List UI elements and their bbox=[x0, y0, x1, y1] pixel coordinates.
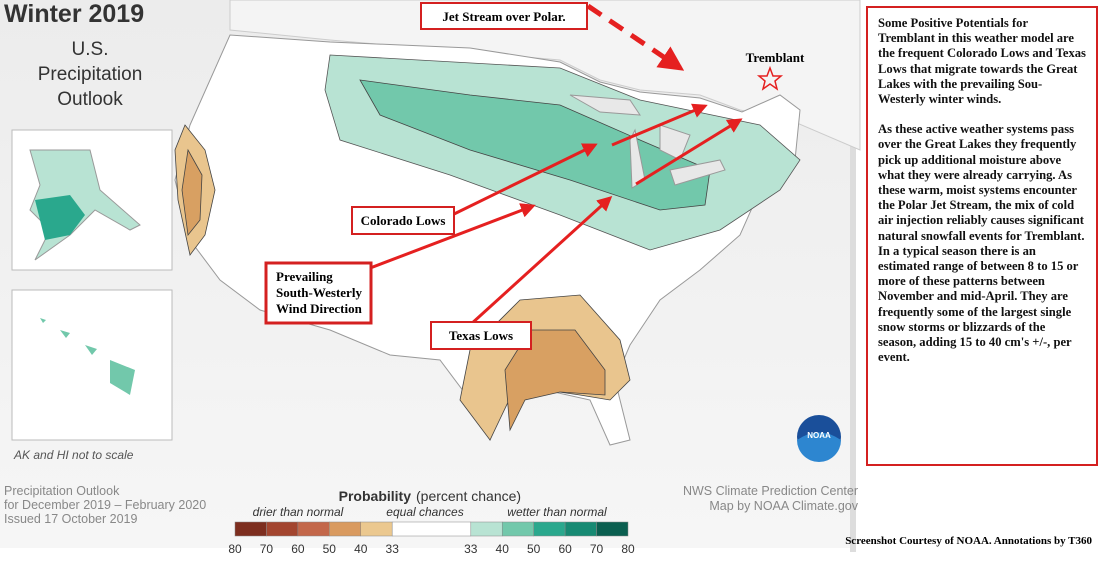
footer-left: for December 2019 – February 2020 bbox=[4, 498, 206, 512]
annotation-box bbox=[420, 2, 588, 30]
hawaii bbox=[40, 318, 135, 395]
dry-south-inner bbox=[504, 329, 606, 432]
subtitle: Precipitation bbox=[38, 64, 143, 85]
annotation-box bbox=[351, 206, 455, 235]
footer-right: NWS Climate Prediction Center bbox=[683, 484, 858, 498]
noaa-logo-text: NOAA bbox=[807, 431, 831, 440]
legend-swatch bbox=[266, 521, 299, 537]
noaa-logo-wave bbox=[797, 432, 841, 462]
footer-right: Map by NOAA Climate.gov bbox=[709, 499, 858, 513]
legend-title-note: (percent chance) bbox=[416, 488, 521, 504]
legend-scale-label: 60 bbox=[558, 542, 572, 556]
subtitle: U.S. bbox=[72, 39, 109, 60]
legend-category: equal chances bbox=[386, 505, 463, 519]
legend-swatch bbox=[470, 521, 503, 537]
credit: Screenshot Courtesy of NOAA. Annotations… bbox=[845, 535, 1092, 547]
legend-swatch bbox=[360, 521, 393, 537]
legend-bar: 80 70 60 50 40 33 33 40 50 60 70 80 bbox=[228, 521, 635, 556]
legend-swatch bbox=[501, 521, 534, 537]
legend-swatch bbox=[234, 521, 267, 537]
legend-scale-label: 60 bbox=[291, 542, 305, 556]
alaska-wet bbox=[35, 195, 85, 240]
legend-scale-label: 40 bbox=[496, 542, 510, 556]
canada bbox=[229, 0, 861, 151]
wet-40-50 bbox=[359, 79, 711, 211]
title: Winter 2019 bbox=[4, 0, 144, 28]
great-lakes bbox=[569, 94, 726, 189]
legend-swatch bbox=[297, 521, 330, 537]
legend-scale-label: 33 bbox=[386, 542, 400, 556]
dry-ca-inner bbox=[181, 148, 203, 236]
legend-swatch bbox=[564, 521, 597, 537]
arrow bbox=[468, 195, 613, 327]
legend-swatch bbox=[329, 521, 362, 537]
jet-arrow bbox=[586, 3, 685, 71]
arrow bbox=[364, 203, 536, 272]
sidebar-paragraph: Some Positive Potentials for Tremblant i… bbox=[878, 16, 1086, 107]
legend-scale-label: 70 bbox=[590, 542, 604, 556]
legend-swatch bbox=[596, 521, 629, 537]
legend-scale-label: 70 bbox=[260, 542, 274, 556]
annotation: Texas Lows bbox=[449, 328, 513, 343]
subtitle: Outlook bbox=[57, 89, 123, 110]
inset-note: AK and HI not to scale bbox=[13, 448, 134, 462]
annotation: Jet Stream over Polar. bbox=[442, 9, 565, 24]
legend-scale-label: 40 bbox=[354, 542, 368, 556]
arrow bbox=[611, 103, 708, 147]
legend-scale-label: 80 bbox=[621, 542, 635, 556]
arrow bbox=[449, 143, 598, 218]
arrow bbox=[635, 118, 743, 186]
annotation-box bbox=[430, 321, 532, 350]
footer-left: Issued 17 October 2019 bbox=[4, 512, 137, 526]
annotation-box bbox=[264, 261, 373, 325]
legend-swatch bbox=[391, 521, 472, 537]
legend-title: Probability bbox=[339, 488, 412, 504]
sidebar-paragraph: As these active weather systems pass ove… bbox=[878, 122, 1085, 365]
legend-scale-label: 33 bbox=[464, 542, 478, 556]
legend-scale-label: 50 bbox=[323, 542, 337, 556]
annotation: Prevailing bbox=[276, 269, 333, 284]
sidebar: Some Positive Potentials for Tremblant i… bbox=[866, 6, 1098, 466]
legend-category: drier than normal bbox=[253, 505, 344, 519]
annotation: Colorado Lows bbox=[361, 213, 446, 228]
legend-category: wetter than normal bbox=[507, 505, 607, 519]
footer-left: Precipitation Outlook bbox=[4, 484, 120, 498]
tremblant-star bbox=[756, 65, 784, 91]
legend-scale-label: 80 bbox=[228, 542, 242, 556]
annotation: Wind Direction bbox=[276, 301, 363, 316]
legend-scale-label: 50 bbox=[527, 542, 541, 556]
panel-shadow bbox=[850, 0, 856, 552]
annotation: South-Westerly bbox=[276, 285, 362, 300]
annotation: Tremblant bbox=[746, 50, 805, 65]
inset-hawaii bbox=[11, 289, 173, 441]
legend-swatch bbox=[533, 521, 566, 537]
